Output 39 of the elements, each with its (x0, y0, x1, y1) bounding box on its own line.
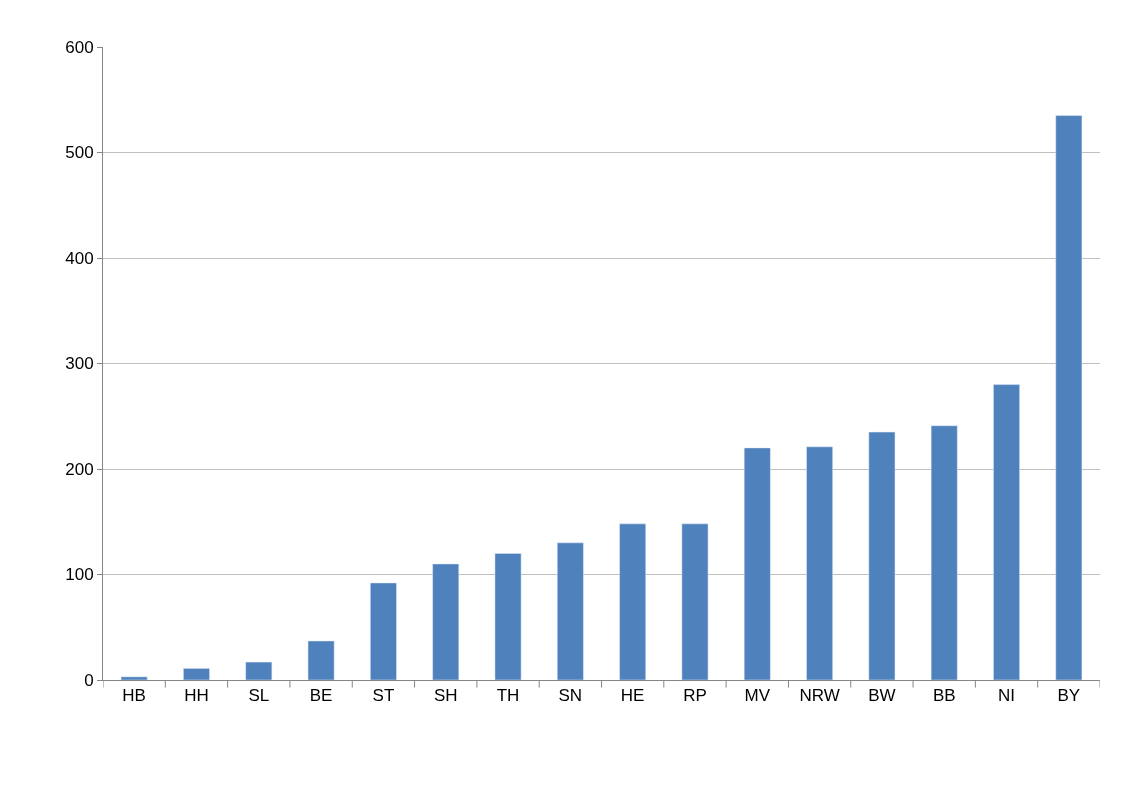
bar (557, 542, 584, 680)
bar (681, 523, 709, 680)
y-tick-label: 200 (65, 459, 94, 479)
bar (432, 563, 460, 680)
bar (370, 582, 397, 680)
y-tick-label: 600 (65, 37, 94, 57)
x-tick-label: BW (868, 686, 896, 706)
bar (183, 668, 210, 680)
x-tick-label: BB (932, 686, 956, 706)
x-tick-label: TH (496, 686, 520, 706)
x-tick-label: HH (184, 686, 209, 706)
y-tick-label: 500 (65, 143, 94, 163)
bar (993, 384, 1020, 680)
y-tick-label: 100 (65, 565, 94, 585)
bar (245, 661, 273, 680)
bar (619, 523, 646, 680)
y-tick-label: 400 (65, 248, 94, 268)
bar (806, 446, 833, 680)
x-tick-label: SL (248, 686, 270, 706)
x-tick-label: SN (558, 686, 583, 706)
bar (1055, 115, 1083, 680)
bar (743, 447, 771, 680)
x-tick-label: HE (620, 686, 645, 706)
x-tick-label: BE (309, 686, 333, 706)
bar (120, 676, 148, 680)
x-tick-label: HB (122, 686, 146, 706)
bar (307, 640, 335, 680)
x-tick-label: ST (372, 686, 395, 706)
x-tick-label: MV (744, 686, 771, 706)
x-tick-label: SH (433, 686, 458, 706)
x-tick-label: NRW (799, 686, 840, 706)
x-tick-label: RP (683, 686, 707, 706)
y-tick-label: 0 (84, 670, 94, 690)
x-tick-label: BY (1057, 686, 1081, 706)
x-tick-label: NI (998, 686, 1016, 706)
bar (930, 425, 958, 680)
bar (868, 431, 896, 680)
bar (494, 553, 522, 680)
y-tick-label: 300 (65, 354, 94, 374)
